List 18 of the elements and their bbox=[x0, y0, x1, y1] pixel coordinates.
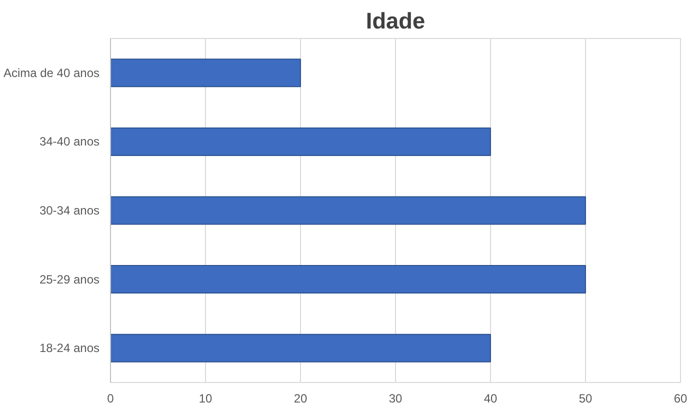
x-tick-label: 40 bbox=[484, 392, 498, 405]
chart-title: Idade bbox=[366, 8, 426, 34]
y-tick-label: 18-24 anos bbox=[39, 341, 100, 356]
y-tick-label: Acima de 40 anos bbox=[3, 66, 100, 80]
x-tick-label: 60 bbox=[674, 392, 688, 405]
x-tick-label: 0 bbox=[107, 392, 114, 405]
bar bbox=[110, 127, 491, 156]
x-tick-label: 10 bbox=[198, 392, 212, 405]
y-tick-label: 34-40 anos bbox=[39, 134, 100, 149]
x-tick-label: 30 bbox=[388, 392, 402, 405]
x-tick-label: 50 bbox=[578, 392, 592, 405]
bar bbox=[110, 58, 301, 88]
x-tick-label: 20 bbox=[294, 392, 308, 405]
bar bbox=[110, 196, 586, 225]
y-tick-label: 30-34 anos bbox=[39, 204, 100, 218]
y-tick-label: 25-29 anos bbox=[39, 272, 100, 286]
bar bbox=[110, 334, 491, 362]
bar bbox=[110, 265, 586, 294]
